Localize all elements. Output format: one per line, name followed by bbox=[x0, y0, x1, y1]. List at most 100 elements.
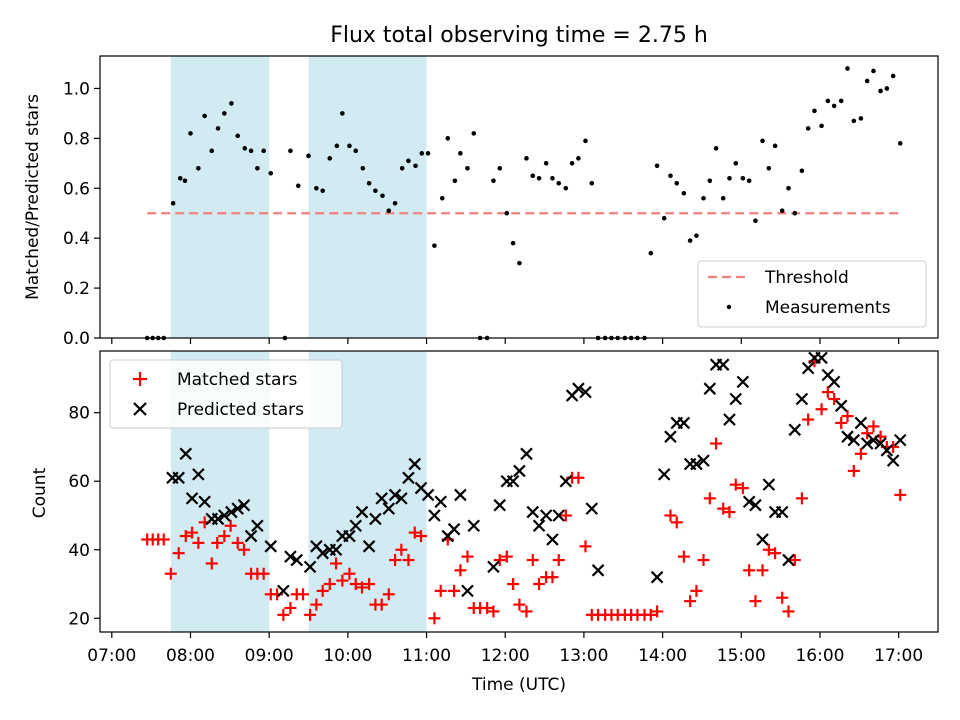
predicted-star-point bbox=[795, 392, 809, 406]
predicted-star-stroke-b bbox=[723, 413, 736, 426]
predicted-star-stroke-b bbox=[251, 519, 264, 533]
predicted-star-stroke-b bbox=[513, 464, 526, 478]
matched-star-point bbox=[179, 530, 192, 543]
x-tick-label: 07:00 bbox=[87, 646, 136, 666]
measurement-point bbox=[196, 166, 201, 171]
predicted-star-point bbox=[526, 505, 540, 519]
matched-star-point bbox=[736, 482, 749, 495]
measurement-point bbox=[347, 143, 352, 149]
predicted-star-point bbox=[506, 474, 520, 488]
predicted-star-stroke-b bbox=[526, 505, 540, 519]
measurement-point bbox=[295, 183, 301, 189]
predicted-star-point bbox=[349, 519, 363, 533]
measurement-point bbox=[452, 178, 458, 184]
matched-star-point bbox=[677, 550, 690, 563]
matched-star-point bbox=[461, 550, 474, 563]
matched-star-point bbox=[861, 427, 874, 440]
predicted-star-point bbox=[690, 457, 703, 471]
matched-star-point bbox=[164, 567, 177, 580]
legend-predicted-label: Predicted stars bbox=[177, 400, 304, 420]
matched-star-point bbox=[841, 410, 854, 423]
predicted-star-stroke-b bbox=[749, 498, 762, 512]
x-tick-label: 14:00 bbox=[638, 646, 687, 666]
predicted-star-point bbox=[264, 540, 278, 553]
measurement-point bbox=[229, 101, 234, 106]
predicted-star-point bbox=[591, 564, 605, 577]
measurement-point bbox=[255, 166, 260, 171]
matched-star-point bbox=[211, 536, 224, 549]
matched-star-point bbox=[559, 509, 572, 522]
matched-star-point bbox=[835, 416, 848, 429]
matched-star-point bbox=[428, 612, 441, 625]
measurement-point bbox=[563, 185, 569, 191]
predicted-star-point bbox=[723, 413, 736, 426]
predicted-star-stroke-b bbox=[388, 488, 402, 502]
predicted-star-stroke-b bbox=[579, 385, 592, 399]
predicted-star-stroke-b bbox=[343, 529, 356, 543]
predicted-star-point bbox=[657, 468, 671, 481]
measurement-point bbox=[209, 148, 215, 154]
matched-star-point bbox=[336, 574, 349, 587]
predicted-star-point bbox=[801, 361, 815, 375]
matched-star-point bbox=[717, 502, 730, 515]
measurement-point bbox=[569, 161, 575, 166]
measurement-point bbox=[713, 146, 719, 151]
matched-star-point bbox=[520, 605, 533, 618]
legend-matched-swatch bbox=[133, 372, 147, 386]
predicted-star-point bbox=[369, 512, 382, 526]
predicted-star-stroke-b bbox=[461, 584, 474, 598]
measurement-point bbox=[727, 175, 732, 181]
matched-star-point bbox=[310, 598, 323, 611]
predicted-star-point bbox=[237, 498, 251, 512]
predicted-star-stroke-b bbox=[520, 447, 533, 461]
predicted-star-stroke-b bbox=[277, 584, 290, 598]
predicted-star-stroke-b bbox=[559, 474, 573, 488]
top-points bbox=[144, 66, 903, 341]
matched-star-point bbox=[579, 540, 592, 553]
matched-star-point bbox=[703, 492, 716, 505]
matched-star-point bbox=[788, 554, 801, 567]
predicted-star-stroke-b bbox=[657, 468, 671, 481]
predicted-star-stroke-b bbox=[264, 540, 278, 553]
predicted-star-point bbox=[493, 498, 506, 512]
measurement-point bbox=[812, 108, 817, 114]
predicted-star-point bbox=[402, 471, 415, 485]
predicted-star-point bbox=[697, 454, 710, 467]
predicted-star-stroke-b bbox=[893, 433, 907, 447]
measurement-point bbox=[306, 153, 311, 159]
bottom-y-axis-label: Count bbox=[30, 467, 50, 518]
measurement-point bbox=[707, 178, 713, 184]
predicted-star-point bbox=[841, 430, 854, 443]
predicted-star-stroke-b bbox=[231, 502, 244, 515]
predicted-star-point bbox=[559, 474, 573, 488]
x-tick-label: 11:00 bbox=[402, 646, 451, 666]
measurement-point bbox=[425, 151, 431, 156]
predicted-star-point bbox=[461, 584, 474, 598]
legend-matched-label: Matched stars bbox=[177, 370, 297, 390]
matched-star-point bbox=[670, 516, 683, 529]
matched-star-point bbox=[481, 602, 494, 615]
predicted-star-stroke-b bbox=[854, 416, 868, 430]
matched-star-point bbox=[375, 598, 388, 611]
measurement-point bbox=[648, 250, 654, 256]
predicted-star-point bbox=[225, 505, 238, 519]
predicted-star-stroke-b bbox=[815, 351, 828, 365]
predicted-star-stroke-b bbox=[355, 505, 369, 519]
matched-star-point bbox=[402, 554, 415, 567]
predicted-star-stroke-b bbox=[539, 509, 553, 522]
x-tick-label: 08:00 bbox=[166, 646, 215, 666]
measurement-point bbox=[792, 210, 798, 216]
matched-star-point bbox=[487, 605, 500, 618]
matched-star-point bbox=[723, 506, 736, 519]
predicted-star-stroke-b bbox=[493, 498, 506, 512]
measurement-point bbox=[530, 173, 536, 179]
measurement-point bbox=[334, 143, 340, 149]
predicted-star-stroke-b bbox=[395, 492, 408, 505]
measurement-point bbox=[805, 126, 811, 131]
predicted-star-point bbox=[520, 447, 533, 461]
matched-star-point bbox=[762, 543, 775, 556]
measurement-point bbox=[799, 168, 805, 174]
matched-star-point bbox=[756, 564, 769, 577]
measurement-point bbox=[202, 113, 207, 119]
measurement-point bbox=[465, 166, 470, 171]
